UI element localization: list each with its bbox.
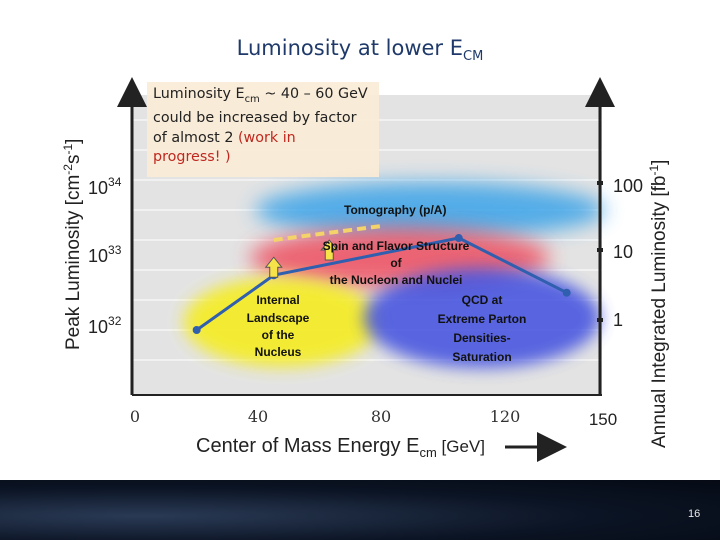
annotation-box: Luminosity Ecm ~ 40 – 60 GeV could be in…: [147, 82, 379, 177]
x-tick-80: 80: [371, 407, 391, 426]
spin-label-line1: Spin and Flavor Structure: [323, 239, 470, 253]
data-point-0: [192, 326, 201, 334]
annotation-line1: Luminosity Ecm ~ 40 – 60 GeV: [153, 86, 368, 105]
spin-label-line2: of: [390, 256, 402, 270]
y-left-tick-33: 1033: [88, 243, 122, 266]
slide-title-subscript: CM: [463, 49, 484, 64]
upgrade-arrow-1: [320, 239, 339, 261]
x-tick-0: 0: [130, 407, 140, 426]
x-tick-150: 150: [589, 410, 617, 429]
qcd-label-line4: Saturation: [452, 350, 511, 364]
y-right-tick-marks: [597, 181, 603, 322]
annotation-line2: could be increased by factor: [153, 110, 357, 127]
annotation-line4: progress! ): [153, 149, 231, 166]
tomography-label: Tomography (p/A): [344, 203, 446, 217]
annotation-line3: of almost 2 (work in: [153, 129, 296, 146]
page-number: 16: [688, 508, 701, 520]
upgrade-arrows: [264, 239, 339, 278]
internal-label-line3: of the: [262, 328, 295, 342]
upgrade-arrow-0: [264, 256, 283, 278]
qcd-label-line3: Densities-: [453, 331, 510, 345]
footer-band: [0, 480, 720, 540]
x-axis-label: Center of Mass Energy Ecm [GeV]: [196, 435, 485, 460]
data-point-2: [454, 234, 463, 243]
internal-label-line2: Landscape: [247, 311, 310, 325]
slide-title-text: Luminosity at lower E: [236, 36, 464, 60]
spin-label-line3: the Nucleon and Nuclei: [330, 273, 463, 287]
tomography-region: [255, 182, 605, 238]
internal-landscape-region: [184, 277, 380, 367]
internal-label-line4: Nucleus: [255, 345, 302, 359]
y-right-axis-label: Annual Integrated Luminosity [fb-1]: [647, 160, 670, 448]
x-axis-label-main: Center of Mass Energy E: [196, 435, 419, 457]
y-right-tick-10: 10: [613, 242, 633, 262]
data-point-3: [562, 288, 571, 297]
x-axis-label-unit: [GeV]: [437, 437, 485, 456]
qcd-label-line1: QCD at: [462, 293, 503, 307]
qcd-label-line2: Extreme Parton: [438, 312, 527, 326]
y-left-tick-32: 1032: [88, 314, 122, 337]
upgrade-dashed-line: [273, 223, 382, 242]
x-tick-40: 40: [248, 407, 268, 426]
y-left-axis-label: Peak Luminosity [cm-2s-1]: [61, 139, 84, 350]
y-left-tick-34: 1034: [88, 175, 122, 198]
luminosity-series-line: [195, 236, 568, 332]
qcd-saturation-region: [364, 268, 600, 368]
x-tick-120: 120: [490, 407, 521, 426]
y-right-tick-100: 100: [613, 176, 643, 196]
y-right-tick-1: 1: [613, 310, 623, 330]
slide-title: Luminosity at lower ECM: [0, 36, 720, 64]
internal-label-line1: Internal: [256, 293, 299, 307]
x-axis-label-sub: cm: [419, 445, 436, 460]
